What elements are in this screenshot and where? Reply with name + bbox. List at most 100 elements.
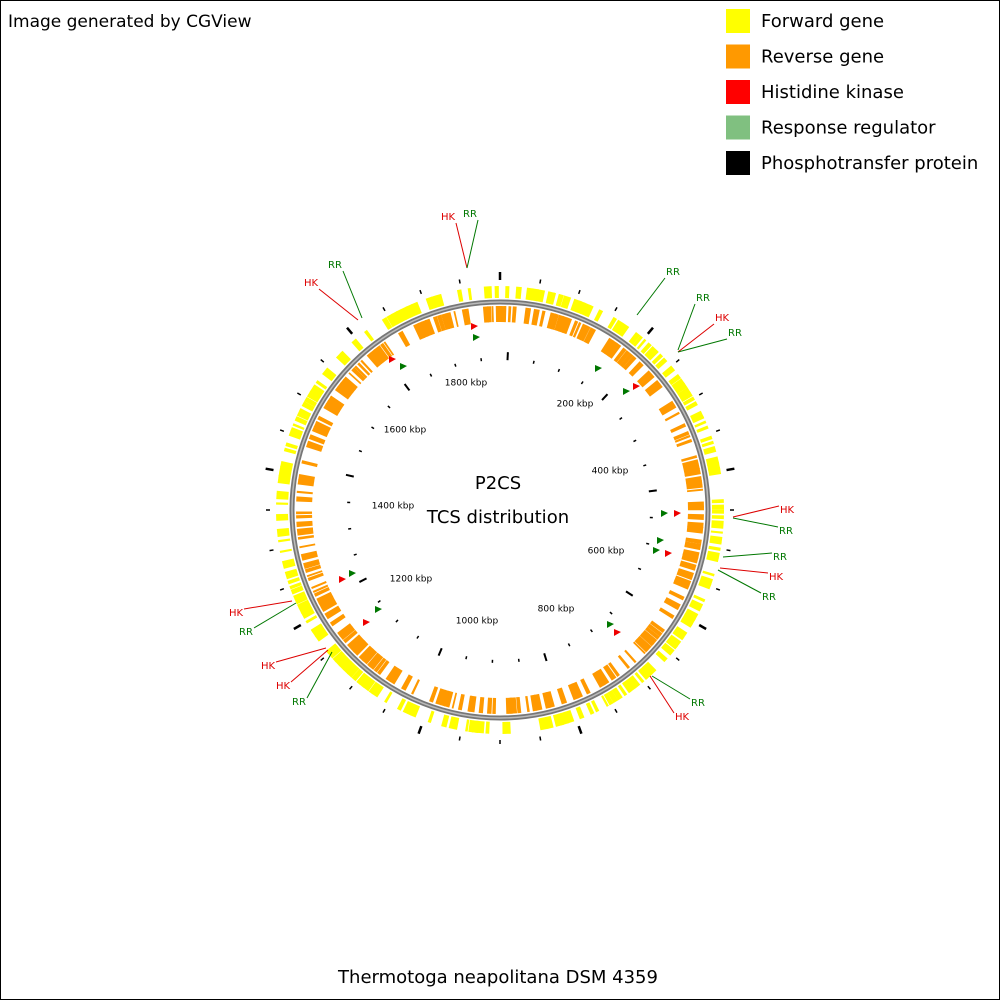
gene-block [276,493,289,500]
legend-swatch [726,115,750,140]
annotation-label: RR [779,526,793,537]
gene-block [441,714,450,728]
gene-block [347,664,360,678]
gene-block [296,514,313,519]
gene-block [314,629,329,642]
gene-block [354,365,368,379]
gene-block [494,286,499,299]
tcs-marker [661,510,668,517]
gene-block [708,545,721,552]
gene-block [391,311,403,325]
tcs-marker [375,606,382,613]
gene-block [555,293,564,307]
gene-block [338,657,352,671]
gene-block [381,317,393,330]
gene-block [329,613,346,627]
gene-block [299,408,312,417]
gene-block [681,613,696,627]
gene-block [441,313,451,331]
gene-block [284,568,299,580]
gene-block [648,349,659,361]
gene-block [668,590,685,601]
outer-tick [346,326,354,335]
gene-block [505,697,509,714]
ruler-label: 600 kbp [588,547,625,557]
gene-block [339,625,356,641]
gene-block [633,641,646,655]
inner-tick [358,449,363,453]
gene-block [436,314,446,332]
gene-block [332,650,345,663]
gene-block [576,323,588,341]
gene-block [545,691,555,708]
annotation-label: HK [769,572,784,583]
gene-block [699,435,713,443]
outer-tick [417,725,423,735]
gene-block [680,617,694,628]
gene-block [552,713,565,727]
gene-block [525,695,530,713]
gene-block [351,638,366,653]
gene-block [308,434,326,445]
genome-ring: 200 kbp 400 kbp 600 kbp 800 kbp 1000 kbp 1200… [229,209,794,744]
gene-block [644,345,659,361]
gene-block [647,383,663,397]
gene-block [311,623,326,638]
gene-block [487,306,492,323]
gene-block [622,678,637,693]
inner-tick [625,590,634,597]
inner-tick [589,629,593,633]
inner-tick [532,360,535,364]
gene-block [325,399,342,413]
annotation-leader [243,600,293,610]
inner-tick [395,619,399,623]
inner-tick [601,393,609,401]
gene-block [687,513,704,520]
gene-block [682,459,699,468]
outer-tick [296,392,302,396]
gene-block [681,455,698,462]
gene-block [641,629,658,645]
tcs-marker [623,388,630,395]
gene-block [425,296,436,311]
annotation-leader [722,552,773,558]
gene-block [400,306,413,320]
annotation-leader [636,277,666,316]
gene-block [684,471,701,477]
gene-block [306,390,321,403]
gene-block [639,632,655,647]
gene-block [585,702,595,715]
credit: Image generated by CGView [8,12,252,32]
gene-block [651,353,664,365]
tcs-marker [633,383,640,390]
gene-block [276,513,289,521]
gene-block [685,401,698,411]
gene-block [303,559,321,569]
annotation-leader [677,338,728,353]
annotation-leader [455,222,468,269]
gene-block [483,286,493,299]
gene-block [313,587,330,597]
gene-block [679,560,697,570]
gene-block [681,556,698,564]
gene-block [676,438,693,448]
gene-block [361,676,376,692]
gene-block [569,320,579,337]
gene-block [655,357,668,370]
outer-tick [269,549,274,552]
gene-block [690,410,704,423]
gene-block [634,638,649,653]
annotation-label: HK [675,712,690,723]
gene-block [323,403,340,416]
gene-block [376,345,390,361]
gene-block [662,365,676,378]
gene-block [560,295,572,309]
gene-block [608,662,620,677]
gene-block [276,528,290,538]
gene-block [616,350,631,366]
inner-tick [358,577,367,583]
gene-block [592,670,606,688]
gene-block [701,440,714,448]
gene-block [628,332,641,345]
